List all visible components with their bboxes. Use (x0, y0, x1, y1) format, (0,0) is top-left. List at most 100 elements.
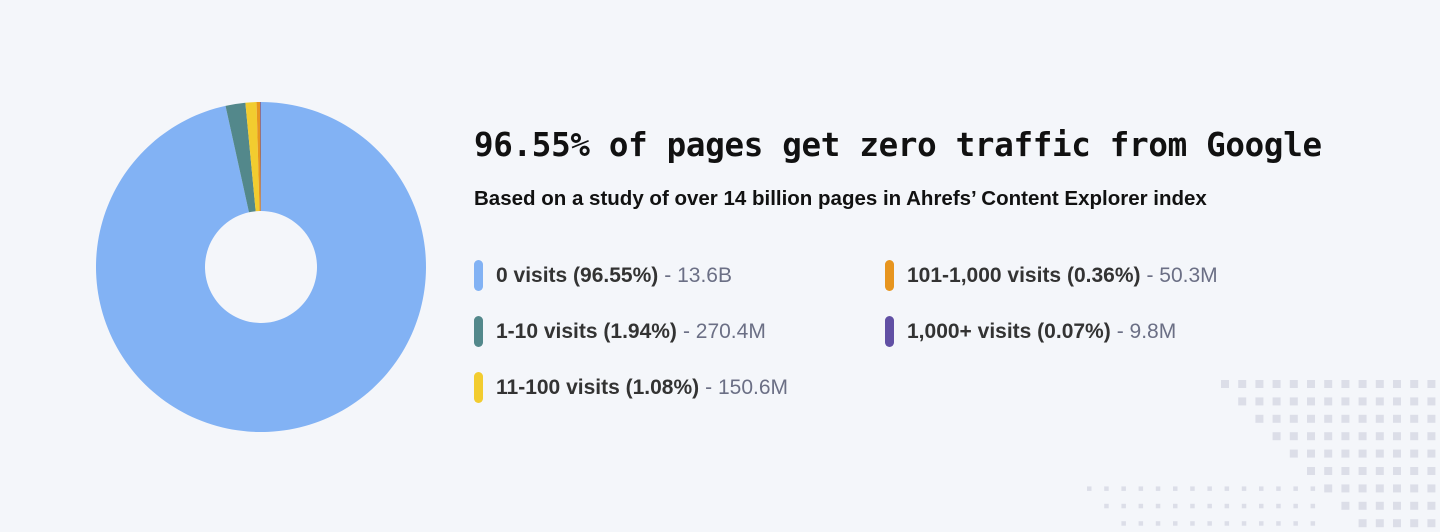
dot (1324, 432, 1333, 441)
dot (1358, 449, 1367, 458)
dot (1358, 484, 1367, 493)
dot (1410, 432, 1419, 441)
dot (1276, 503, 1281, 509)
dot (1358, 414, 1367, 423)
dot (1358, 519, 1367, 528)
dot (1221, 380, 1229, 388)
dot (1393, 432, 1401, 441)
legend-swatch (474, 372, 483, 403)
dot (1393, 467, 1401, 475)
dot (1324, 380, 1333, 388)
dot (1289, 449, 1298, 458)
dot (1427, 519, 1436, 528)
dot (1410, 380, 1419, 388)
dot (1272, 397, 1281, 406)
dot (1341, 484, 1350, 493)
dot (1121, 503, 1126, 509)
dot (1393, 414, 1401, 423)
legend-swatch (474, 260, 483, 291)
dot (1341, 467, 1350, 475)
dot (1427, 484, 1436, 493)
dot (1276, 521, 1281, 526)
dot (1293, 521, 1298, 526)
chart-title: 96.55% of pages get zero traffic from Go… (474, 126, 1322, 164)
dot (1375, 432, 1384, 441)
dot (1224, 521, 1230, 526)
dot (1104, 486, 1109, 491)
dot (1393, 397, 1401, 406)
dot (1238, 397, 1247, 406)
dot (1410, 519, 1419, 528)
legend-item-1-10-visits: 1-10 visits (1.94%) - 270.4M (474, 316, 766, 347)
dot (1238, 380, 1247, 388)
legend-label: 101-1,000 visits (0.36%) (907, 263, 1141, 287)
legend-count: - 270.4M (682, 319, 766, 343)
dot (1289, 414, 1298, 423)
legend-item-1000-plus-visits: 1,000+ visits (0.07%) - 9.8M (885, 316, 1176, 347)
legend-swatch (885, 260, 894, 291)
dot (1393, 501, 1401, 510)
legend-item-101-1000-visits: 101-1,000 visits (0.36%) - 50.3M (885, 260, 1218, 291)
dot (1393, 380, 1401, 388)
dot (1375, 397, 1384, 406)
dot (1341, 449, 1350, 458)
dot (1375, 467, 1384, 475)
dot (1272, 380, 1281, 388)
dot (1410, 501, 1419, 510)
dot (1427, 467, 1436, 475)
dot (1358, 432, 1367, 441)
donut-chart (95, 102, 426, 432)
dot (1241, 486, 1247, 491)
dot (1259, 503, 1264, 509)
dot (1358, 501, 1367, 510)
legend-count: - 13.6B (664, 263, 732, 287)
dot (1207, 521, 1212, 526)
dot (1324, 397, 1333, 406)
dot (1375, 519, 1384, 528)
dot (1173, 521, 1178, 526)
dot (1375, 414, 1384, 423)
pie-slice-2 (245, 102, 260, 212)
dot (1410, 449, 1419, 458)
dot (1324, 467, 1333, 475)
dot (1289, 432, 1298, 441)
dot (1358, 397, 1367, 406)
dot (1155, 486, 1161, 491)
dot (1224, 486, 1230, 491)
dot (1307, 467, 1315, 475)
dot (1255, 397, 1264, 406)
dot (1155, 521, 1161, 526)
dot (1087, 486, 1092, 491)
dot (1190, 503, 1195, 509)
legend-count: - 50.3M (1146, 263, 1218, 287)
dot (1173, 503, 1178, 509)
dot (1375, 449, 1384, 458)
dot (1259, 521, 1264, 526)
dot (1410, 467, 1419, 475)
dot (1410, 397, 1419, 406)
dot (1375, 484, 1384, 493)
dot (1138, 503, 1144, 509)
dot (1307, 414, 1315, 423)
legend-swatch (885, 316, 894, 347)
dot (1427, 501, 1436, 510)
pie-slice-3 (256, 102, 261, 212)
dot (1104, 503, 1109, 509)
dot (1310, 521, 1316, 526)
dot (1410, 414, 1419, 423)
dot (1190, 486, 1195, 491)
legend-label: 1,000+ visits (0.07%) (907, 319, 1111, 343)
dot (1358, 467, 1367, 475)
legend-label: 1-10 visits (1.94%) (496, 319, 677, 343)
pie-slice-0 (95, 102, 426, 432)
dot (1138, 486, 1144, 491)
dot (1307, 432, 1315, 441)
dot (1427, 432, 1436, 441)
dot (1307, 449, 1315, 458)
dot (1289, 397, 1298, 406)
dot (1255, 414, 1264, 423)
dot (1121, 521, 1126, 526)
dot (1307, 397, 1315, 406)
dot (1255, 380, 1264, 388)
legend-label: 0 visits (96.55%) (496, 263, 659, 287)
